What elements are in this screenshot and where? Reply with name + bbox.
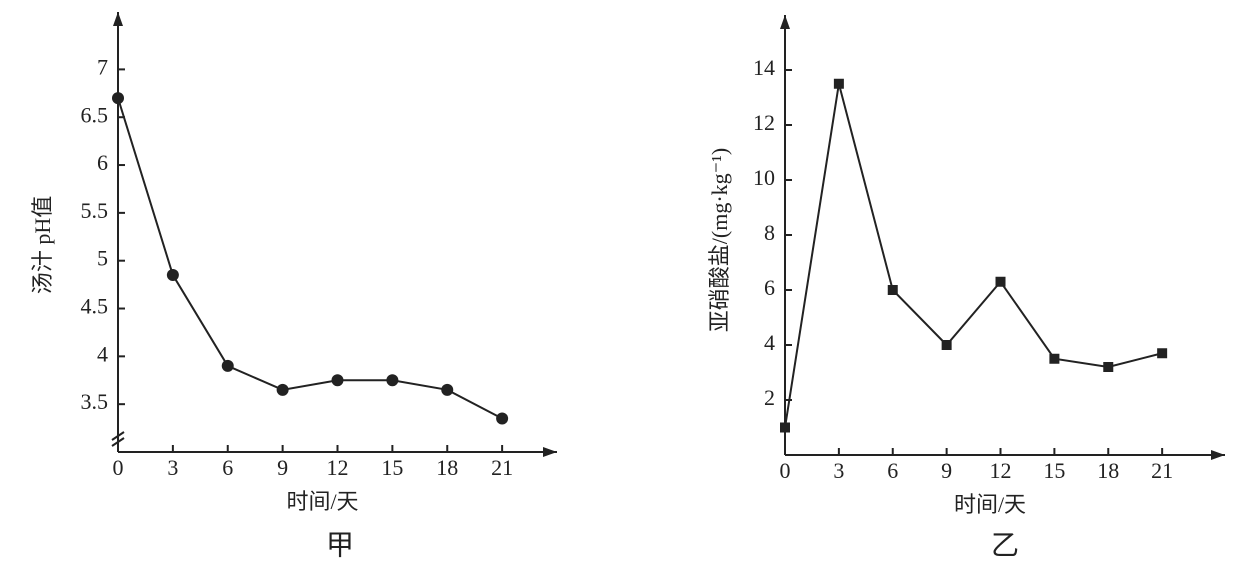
y-tick-label: 6 — [764, 275, 775, 300]
x-tick-label: 9 — [941, 458, 952, 483]
x-tick-label: 6 — [887, 458, 898, 483]
marker — [887, 285, 898, 295]
x-tick-label: 21 — [1151, 458, 1173, 483]
x-tick-label: 18 — [436, 455, 458, 480]
marker — [496, 412, 509, 425]
marker — [780, 422, 790, 433]
y-tick-label: 4 — [764, 330, 775, 355]
marker — [1157, 348, 1168, 359]
y-tick-label: 4.5 — [81, 294, 109, 319]
y-tick-label: 4 — [97, 341, 108, 366]
marker — [112, 92, 124, 105]
y-axis-label: 亚硝酸盐/(mg·kg⁻¹) — [707, 148, 732, 332]
y-tick-label: 5 — [97, 246, 108, 271]
line — [117, 97, 503, 420]
x-tick-label: 15 — [1043, 458, 1065, 483]
marker — [1103, 362, 1114, 372]
marker — [331, 374, 344, 387]
y-tick-label: 12 — [753, 110, 775, 135]
y-tick-label: 2 — [764, 385, 775, 410]
marker — [386, 374, 399, 387]
x-tick-label: 6 — [222, 455, 233, 480]
caption: 甲 — [326, 530, 354, 561]
x-axis-label: 时间/天 — [286, 489, 358, 514]
x-tick-label: 3 — [833, 458, 844, 483]
x-tick-label: 0 — [780, 458, 791, 483]
y-arrow — [780, 15, 790, 29]
y-tick-label: 5.5 — [81, 198, 109, 223]
y-tick-label: 14 — [753, 55, 775, 80]
y-tick-label: 3.5 — [81, 389, 109, 414]
line — [784, 83, 1163, 428]
x-tick-label: 0 — [113, 455, 124, 480]
x-tick-label: 12 — [327, 455, 349, 480]
x-arrow — [1211, 450, 1225, 460]
y-tick-label: 10 — [753, 165, 775, 190]
x-axis-label: 时间/天 — [954, 492, 1026, 517]
y-arrow — [113, 12, 123, 26]
marker — [941, 340, 952, 350]
x-tick-label: 15 — [381, 455, 403, 480]
marker — [166, 269, 179, 282]
x-tick-label: 9 — [277, 455, 288, 480]
y-tick-label: 6.5 — [81, 102, 109, 127]
marker — [221, 359, 234, 372]
caption: 乙 — [991, 530, 1019, 561]
x-tick-label: 21 — [491, 455, 513, 480]
y-tick-label: 8 — [764, 220, 775, 245]
marker — [1049, 353, 1060, 364]
x-arrow — [543, 447, 557, 457]
marker — [995, 276, 1006, 287]
marker — [833, 78, 844, 89]
x-tick-label: 18 — [1097, 458, 1119, 483]
axis-break — [111, 431, 125, 447]
y-axis-label: 汤汁 pH值 — [30, 196, 55, 294]
marker — [276, 383, 289, 396]
y-tick-label: 7 — [97, 54, 108, 79]
marker — [441, 383, 454, 396]
x-tick-label: 3 — [167, 455, 178, 480]
y-tick-label: 6 — [97, 150, 108, 175]
x-tick-label: 12 — [990, 458, 1012, 483]
